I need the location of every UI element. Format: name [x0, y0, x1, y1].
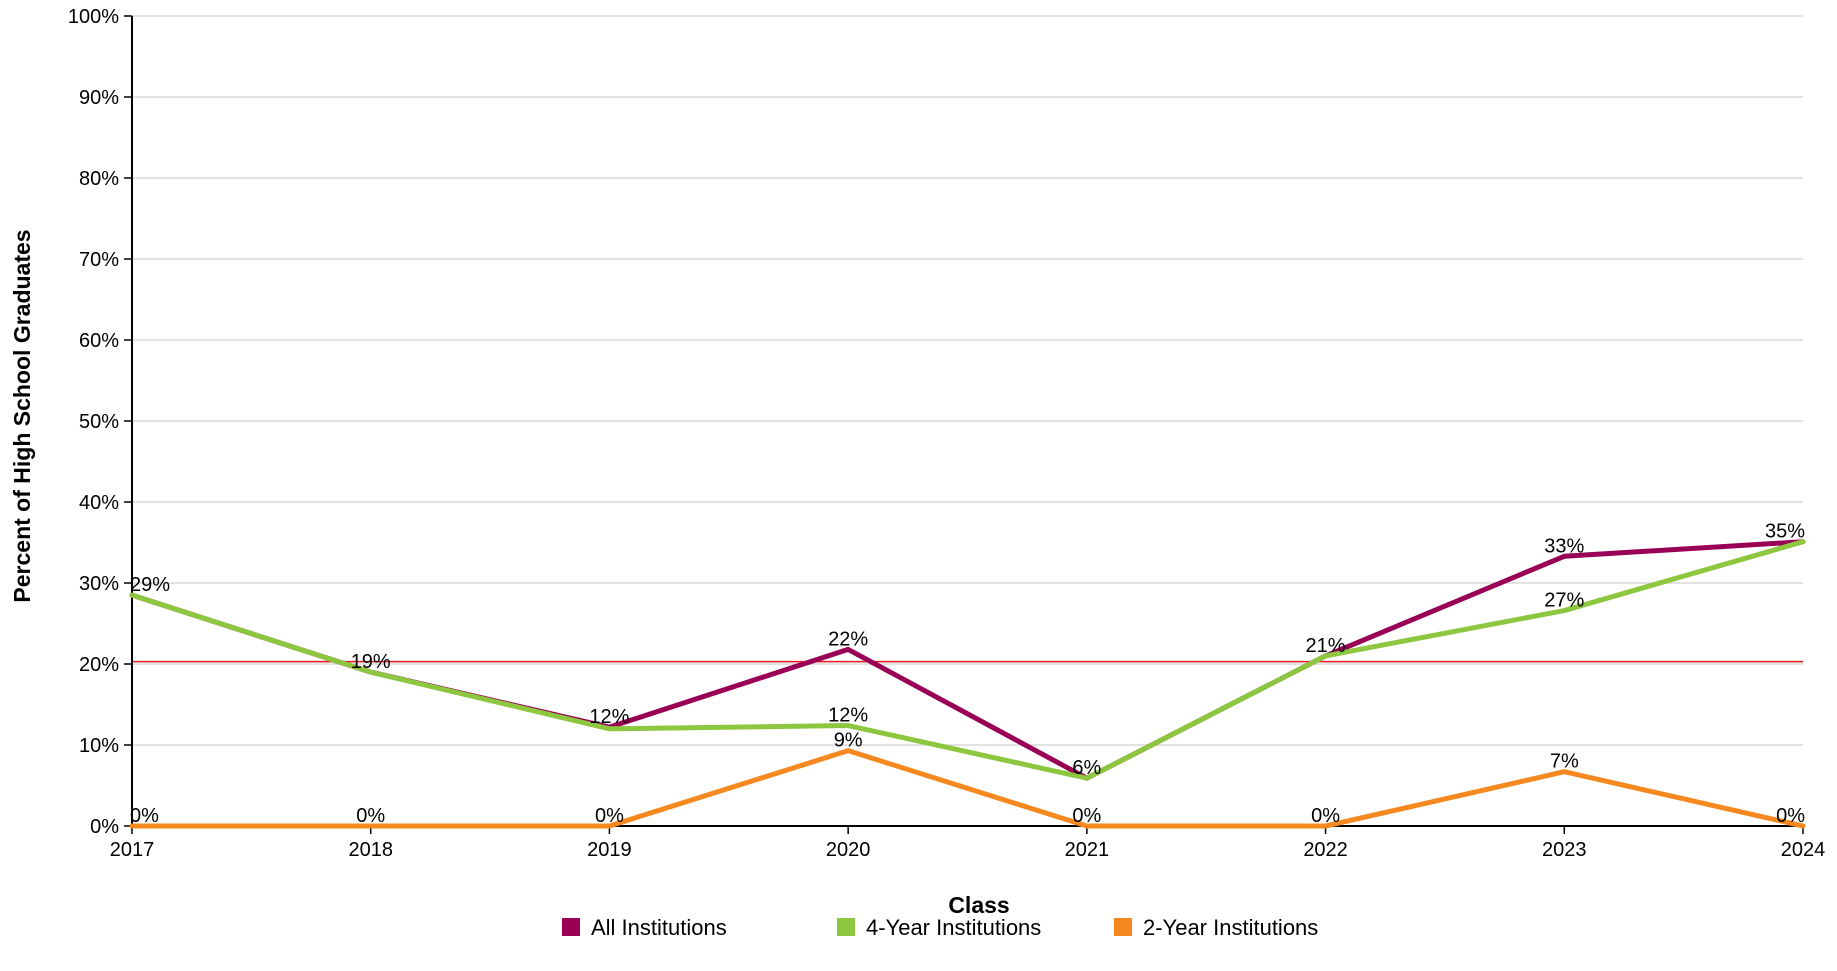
data-label-2-2: 0%	[595, 805, 624, 827]
y-tick-label: 10%	[79, 735, 119, 757]
data-label-2-3: 9%	[834, 730, 863, 752]
legend-label-2-year-institutions: 2-Year Institutions	[1143, 915, 1318, 940]
y-tick-label: 60%	[79, 330, 119, 352]
x-axis-title: Class	[948, 892, 1009, 918]
y-tick-label: 50%	[79, 411, 119, 433]
x-tick-label: 2019	[587, 839, 632, 861]
x-tick-label: 2024	[1781, 839, 1826, 861]
x-tick-label: 2023	[1542, 839, 1587, 861]
data-label-2-7: 0%	[1776, 805, 1805, 827]
series-lines	[129, 539, 1806, 829]
legend-swatch-2-year-institutions	[1114, 918, 1132, 936]
legend: All Institutions 4-Year Institutions 2-Y…	[562, 915, 1318, 940]
data-label-0-1: 19%	[351, 651, 391, 673]
legend-label-all-institutions: All Institutions	[591, 915, 727, 940]
data-label-1-6: 27%	[1544, 590, 1584, 612]
data-label-0-3: 22%	[828, 628, 868, 650]
grid-lines	[132, 15, 1803, 746]
data-label-0-4: 6%	[1072, 757, 1101, 779]
x-tick-label: 2020	[826, 839, 871, 861]
series-line-1	[129, 539, 1806, 781]
data-label-2-1: 0%	[356, 805, 385, 827]
legend-swatch-all-institutions	[562, 918, 580, 936]
y-axis-ticks: 0% 10% 20% 30% 40% 50% 60% 70% 80% 90% 100%	[68, 6, 132, 838]
legend-swatch-4-year-institutions	[837, 918, 855, 936]
y-tick-label: 30%	[79, 573, 119, 595]
data-label-2-6: 7%	[1550, 751, 1579, 773]
y-tick-label: 40%	[79, 492, 119, 514]
y-axis-title: Percent of High School Graduates	[9, 229, 35, 602]
legend-label-4-year-institutions: 4-Year Institutions	[866, 915, 1041, 940]
x-tick-label: 2021	[1065, 839, 1110, 861]
data-labels: 29% 19% 12% 22% 6% 21% 33% 35% 12% 27% 0% 0% 0% 9% 0% 0…	[130, 521, 1805, 827]
data-label-2-4: 0%	[1072, 805, 1101, 827]
x-axis-ticks: 2017 2018 2019 2020 2021 2022 2023 2024	[110, 826, 1826, 861]
series-line-2	[129, 748, 1806, 829]
data-label-0-6: 33%	[1544, 535, 1584, 557]
y-tick-label: 80%	[79, 168, 119, 190]
y-tick-label: 70%	[79, 249, 119, 271]
data-label-1-3: 12%	[828, 705, 868, 727]
y-tick-label: 90%	[79, 87, 119, 109]
data-label-2-0: 0%	[130, 805, 159, 827]
y-tick-label: 0%	[90, 816, 119, 838]
x-tick-label: 2022	[1303, 839, 1348, 861]
data-label-0-2: 12%	[589, 706, 629, 728]
data-label-0-5: 21%	[1306, 635, 1346, 657]
data-label-2-5: 0%	[1311, 805, 1340, 827]
y-tick-label: 20%	[79, 654, 119, 676]
data-label-0-0: 29%	[130, 574, 170, 596]
data-label-0-7: 35%	[1765, 521, 1805, 543]
y-tick-label: 100%	[68, 6, 119, 28]
x-tick-label: 2018	[348, 839, 393, 861]
x-tick-label: 2017	[110, 839, 155, 861]
